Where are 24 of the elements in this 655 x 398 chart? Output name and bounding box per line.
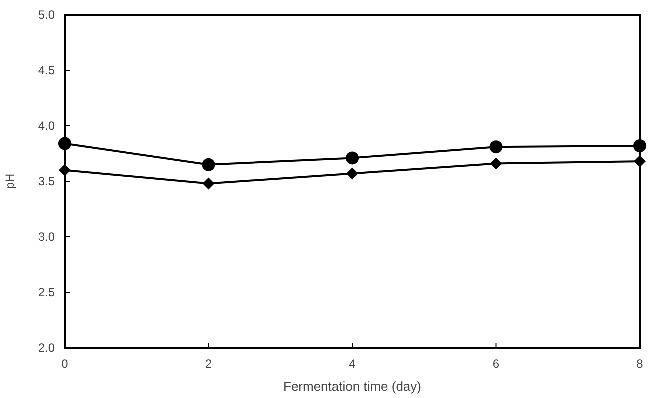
point [59, 164, 71, 176]
point [58, 137, 72, 150]
x-tick-label: 8 [636, 357, 644, 371]
point [202, 178, 215, 190]
y-tick-label: 2.5 [38, 286, 56, 300]
point [634, 139, 646, 152]
y-tick-label: 3.5 [38, 174, 56, 189]
y-tick-label: 4.0 [38, 119, 56, 134]
x-tick-label: 4 [349, 357, 356, 371]
point [346, 152, 359, 165]
y-tick-label: 2.0 [38, 341, 56, 356]
y-tick-label: 5.0 [38, 8, 56, 22]
x-tick-label: 6 [492, 357, 500, 371]
y-axis-title: pH [3, 174, 17, 190]
point [202, 158, 216, 172]
y-tick-label: 4.5 [38, 64, 56, 78]
y-tick-label: 3.0 [38, 230, 56, 244]
x-tick-label: 2 [205, 357, 212, 371]
x-axis-title: Fermentation time (day) [284, 379, 422, 394]
x-tick-label: 0 [62, 357, 69, 371]
point [490, 140, 503, 154]
point [346, 168, 358, 180]
point [634, 156, 646, 168]
point [490, 158, 502, 170]
